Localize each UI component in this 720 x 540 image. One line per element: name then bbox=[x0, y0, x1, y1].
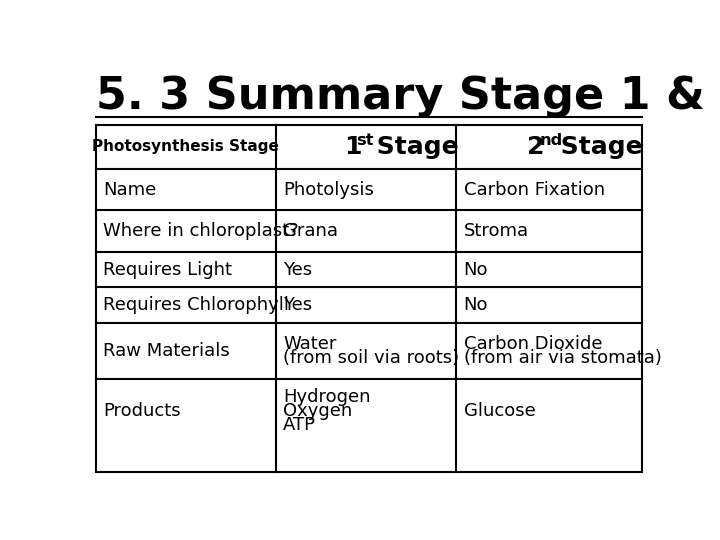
Text: Hydrogen: Hydrogen bbox=[283, 388, 371, 406]
Text: Yes: Yes bbox=[283, 261, 312, 279]
Text: (from soil via roots): (from soil via roots) bbox=[283, 348, 459, 367]
Text: Glucose: Glucose bbox=[464, 402, 536, 420]
Text: 2: 2 bbox=[527, 135, 544, 159]
Text: Stage: Stage bbox=[369, 135, 459, 159]
Text: Yes: Yes bbox=[283, 296, 312, 314]
Text: No: No bbox=[464, 261, 488, 279]
Text: Stroma: Stroma bbox=[464, 222, 529, 240]
Text: Requires Chlorophyll: Requires Chlorophyll bbox=[103, 296, 289, 314]
Text: Stage: Stage bbox=[552, 135, 642, 159]
Text: Carbon Dioxide: Carbon Dioxide bbox=[464, 335, 602, 353]
Text: (from air via stomata): (from air via stomata) bbox=[464, 348, 662, 367]
Text: nd: nd bbox=[539, 133, 562, 148]
Text: Raw Materials: Raw Materials bbox=[103, 342, 230, 360]
Text: Photolysis: Photolysis bbox=[283, 180, 374, 199]
Text: Photosynthesis Stage: Photosynthesis Stage bbox=[92, 139, 279, 154]
Text: Grana: Grana bbox=[283, 222, 338, 240]
Text: No: No bbox=[464, 296, 488, 314]
Text: Requires Light: Requires Light bbox=[103, 261, 232, 279]
Text: Carbon Fixation: Carbon Fixation bbox=[464, 180, 605, 199]
Text: ATP: ATP bbox=[283, 416, 316, 434]
Bar bbox=[96, 125, 642, 472]
Text: Oxygen: Oxygen bbox=[283, 402, 353, 420]
Text: 5. 3 Summary Stage 1 & Stage 2: 5. 3 Summary Stage 1 & Stage 2 bbox=[96, 75, 720, 118]
Text: Name: Name bbox=[103, 180, 156, 199]
Text: st: st bbox=[356, 133, 374, 148]
Text: Products: Products bbox=[103, 402, 181, 420]
Text: Water: Water bbox=[283, 335, 337, 353]
Text: Where in chloroplast?: Where in chloroplast? bbox=[103, 222, 299, 240]
Text: 1: 1 bbox=[344, 135, 361, 159]
